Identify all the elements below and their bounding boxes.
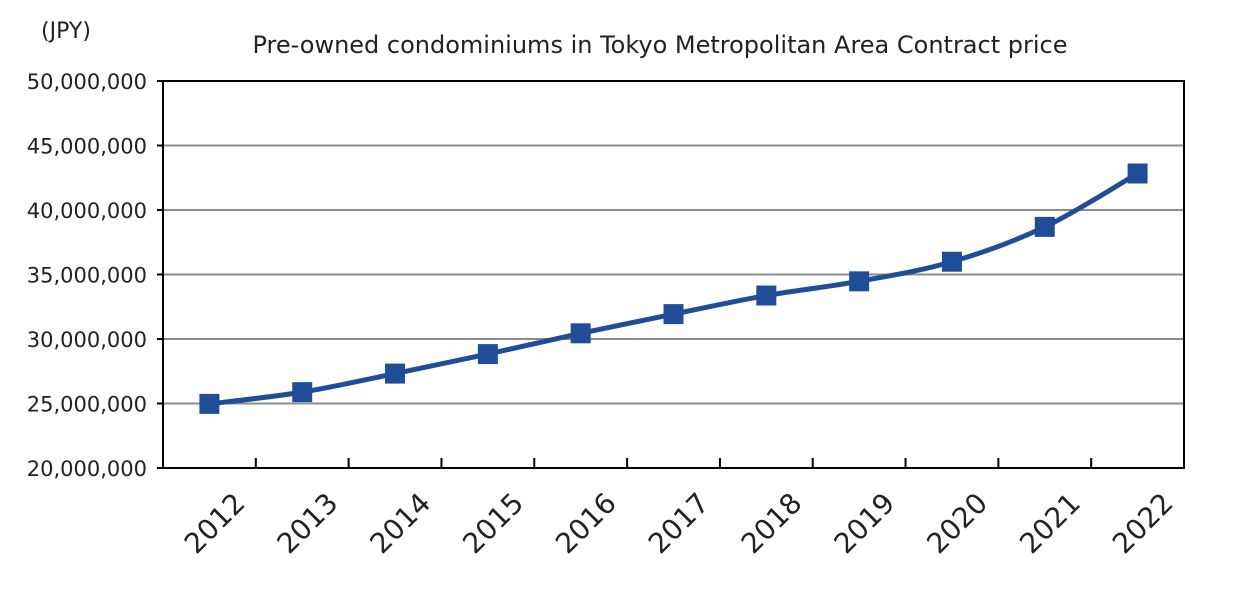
plot-area-frame [162, 80, 1185, 469]
data-point-marker [477, 344, 498, 365]
data-point-marker [1034, 216, 1055, 237]
gridlines [157, 80, 1184, 469]
x-tick-label: 2020 [920, 486, 994, 560]
data-point-marker [199, 393, 220, 414]
data-point-marker [385, 363, 406, 384]
data-point-marker [849, 271, 870, 292]
data-point-marker [292, 382, 313, 403]
y-tick-label: 50,000,000 [27, 70, 147, 94]
data-point-marker [941, 251, 962, 272]
x-tick-label: 2019 [828, 486, 902, 560]
y-tick-label: 45,000,000 [27, 135, 147, 159]
data-point-marker [570, 323, 591, 344]
x-tick-label: 2015 [456, 486, 530, 560]
x-tick-label: 2018 [735, 486, 809, 560]
x-tick-label: 2012 [178, 486, 252, 560]
data-point-marker [756, 285, 777, 306]
data-point-marker [1127, 163, 1148, 184]
x-tick-label: 2013 [271, 486, 345, 560]
y-tick-label: 35,000,000 [27, 264, 147, 288]
data-point-marker [663, 304, 684, 325]
x-tick-label: 2021 [1013, 486, 1087, 560]
x-axis-tick-marks [254, 458, 1093, 468]
chart-title: Pre-owned condominiums in Tokyo Metropol… [253, 31, 1068, 59]
y-axis-tick-labels: 20,000,000 25,000,000 30,000,000 35,000,000… [27, 70, 147, 481]
y-unit-label: (JPY) [41, 19, 91, 44]
y-tick-label: 30,000,000 [27, 328, 147, 352]
x-tick-label: 2017 [642, 486, 716, 560]
y-tick-label: 20,000,000 [27, 457, 147, 481]
x-tick-label: 2016 [549, 486, 623, 560]
x-tick-label: 2022 [1106, 486, 1180, 560]
series-group [199, 163, 1148, 414]
series-line [209, 171, 1139, 407]
y-tick-label: 25,000,000 [27, 393, 147, 417]
y-tick-label: 40,000,000 [27, 199, 147, 223]
x-axis-tick-labels: 2012 2013 2014 2015 2016 2017 2018 2019 2020 2021… [178, 486, 1180, 560]
x-tick-label: 2014 [363, 486, 437, 560]
